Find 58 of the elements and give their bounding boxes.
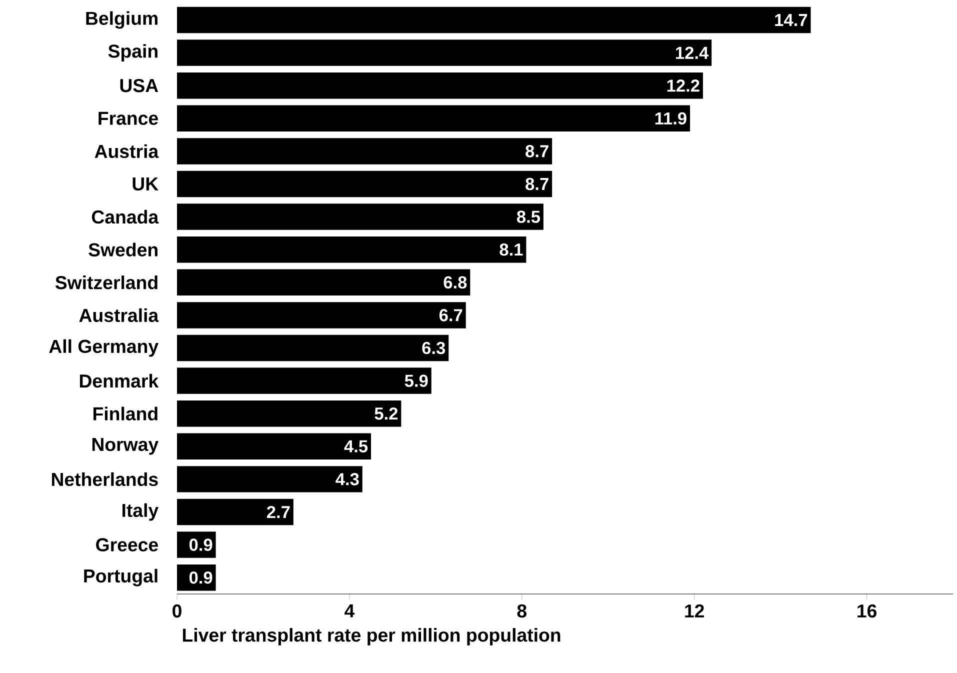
y-tick-label: Denmark: [80, 374, 159, 388]
bar: [177, 40, 712, 66]
bar: [177, 138, 552, 164]
bar: [177, 204, 544, 230]
bar: [177, 105, 690, 132]
data-label: 8.1: [500, 243, 523, 256]
data-label: 12.2: [667, 80, 700, 92]
data-label: 11.9: [655, 112, 686, 125]
data-label: 6.7: [439, 309, 462, 322]
bar: [177, 433, 371, 460]
y-tick-label: France: [98, 112, 158, 125]
bar: [177, 368, 432, 394]
y-tick-label: Belgium: [86, 11, 158, 29]
data-label: 4.5: [344, 440, 368, 452]
y-tick-label: USA: [120, 78, 158, 92]
data-label: 14.7: [775, 14, 808, 26]
y-tick-label: Finland: [93, 406, 158, 420]
bar: [177, 400, 402, 427]
x-tick-label: 12: [685, 604, 704, 618]
data-label: 6.3: [422, 342, 446, 354]
y-tick-label: Spain: [108, 44, 158, 62]
y-tick-label: Austria: [94, 144, 159, 158]
bar: [177, 236, 526, 263]
y-tick-label: Australia: [79, 308, 159, 322]
data-label: 8.5: [516, 210, 540, 223]
x-tick-label: 8: [517, 604, 527, 618]
data-label: 0.9: [189, 538, 212, 551]
bar: [177, 498, 294, 526]
y-tick-label: Norway: [92, 438, 159, 455]
y-tick-label: Italy: [122, 503, 159, 521]
bar: [177, 466, 362, 492]
data-label: 2.7: [266, 506, 290, 518]
bar: [177, 334, 449, 362]
y-tick-label: Greece: [96, 538, 158, 552]
y-tick-label: Sweden: [88, 242, 158, 256]
y-tick-label: UK: [132, 177, 158, 191]
x-axis-title: Liver transplant rate per million population: [182, 628, 560, 646]
bar: [177, 302, 466, 328]
data-label: 5.2: [374, 407, 398, 420]
data-label: 0.9: [189, 571, 212, 584]
data-label: 6.8: [444, 276, 467, 289]
bar: [177, 269, 470, 296]
bar: [177, 6, 811, 34]
bar: [177, 72, 703, 99]
x-tick-label: 16: [858, 604, 876, 618]
data-label: 8.7: [526, 178, 548, 190]
data-label: 5.9: [404, 374, 428, 387]
data-label: 4.3: [336, 473, 359, 486]
y-tick-label: Switzerland: [55, 276, 158, 290]
bar: [177, 170, 552, 198]
y-tick-label: All Germany: [49, 339, 158, 357]
data-label: 8.7: [526, 145, 548, 158]
y-tick-label: Canada: [92, 210, 159, 224]
x-tick-label: 0: [172, 604, 182, 618]
data-label: 12.4: [676, 46, 709, 59]
y-tick-label: Portugal: [84, 568, 158, 586]
x-tick-label: 4: [344, 604, 355, 618]
y-tick-label: Netherlands: [52, 472, 158, 486]
